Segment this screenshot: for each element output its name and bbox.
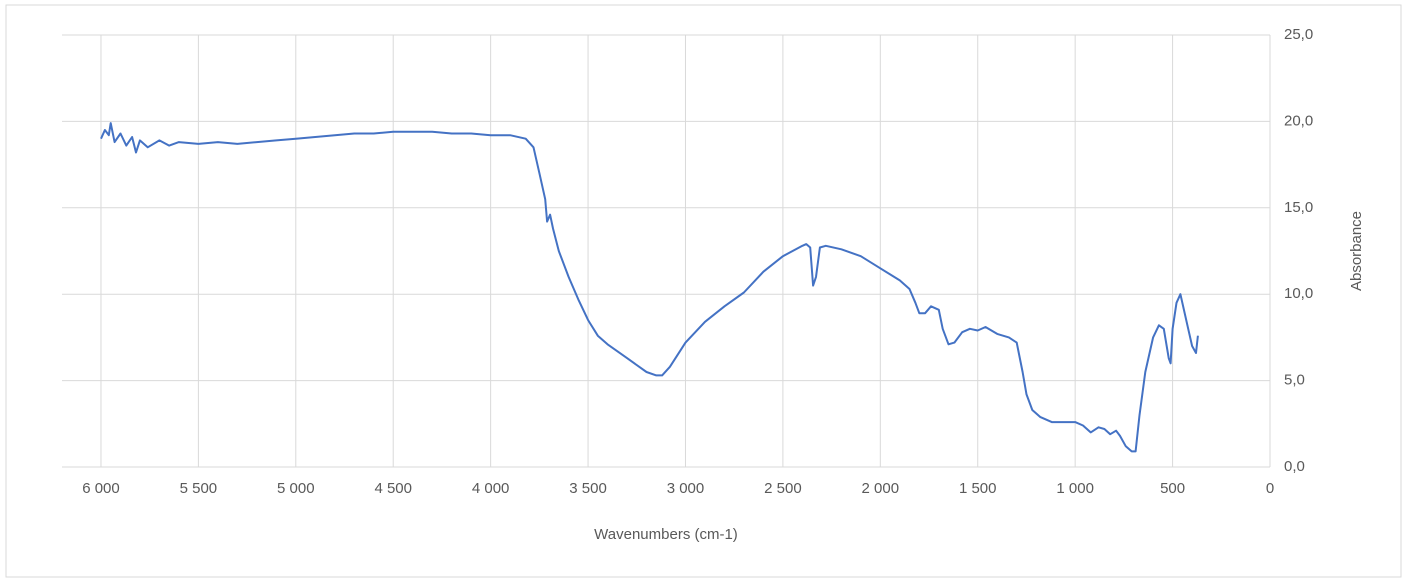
chart-border	[5, 4, 1402, 578]
x-tick-label: 5 500	[180, 480, 218, 497]
x-tick-label: 4 000	[472, 480, 510, 497]
x-tick-label: 6 000	[82, 480, 120, 497]
x-tick-label: 5 000	[277, 480, 315, 497]
y-tick-label: 20,0	[1284, 112, 1313, 129]
x-tick-label: 500	[1160, 480, 1185, 497]
y-tick-label: 0,0	[1284, 458, 1305, 475]
spectrum-line	[100, 122, 1199, 453]
y-tick-label: 25,0	[1284, 26, 1313, 43]
x-tick-label: 2 500	[764, 480, 802, 497]
x-tick-label: 1 000	[1056, 480, 1094, 497]
y-tick-label: 10,0	[1284, 285, 1313, 302]
x-tick-label: 3 500	[569, 480, 607, 497]
y-axis-title: Absorbance	[1348, 211, 1365, 291]
x-tick-label: 2 000	[862, 480, 900, 497]
x-tick-label: 4 500	[374, 480, 412, 497]
x-tick-label: 0	[1266, 480, 1274, 497]
y-tick-label: 5,0	[1284, 372, 1305, 389]
x-tick-label: 1 500	[959, 480, 997, 497]
x-axis-title: Wavenumbers (cm-1)	[594, 526, 738, 543]
y-tick-label: 15,0	[1284, 199, 1313, 216]
x-tick-label: 3 000	[667, 480, 705, 497]
